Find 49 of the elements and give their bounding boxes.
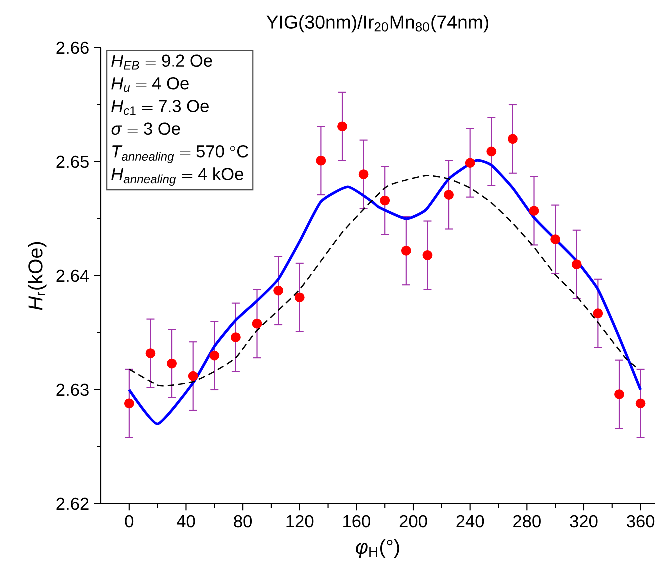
point xyxy=(444,190,454,200)
point xyxy=(550,234,561,244)
point xyxy=(614,390,624,400)
point xyxy=(380,196,390,206)
point xyxy=(231,332,241,342)
x-tick-label: 40 xyxy=(176,515,196,528)
point xyxy=(338,122,348,132)
point xyxy=(210,350,220,361)
x-tick-label: 120 xyxy=(286,515,314,528)
point xyxy=(572,260,582,270)
x-tick-label: 320 xyxy=(570,515,598,528)
x-tick-label: 160 xyxy=(344,515,370,528)
y-tick-label: 2.63 xyxy=(56,384,89,396)
point xyxy=(422,250,433,260)
y-tick-label: 2.64 xyxy=(56,270,90,282)
y-tick-label: 2.65 xyxy=(56,156,89,168)
point xyxy=(316,156,326,166)
annotation: $H_{annealing} = 4\ \mathrm{kOe}$ xyxy=(112,168,244,186)
y-tick-label: 2.66 xyxy=(56,42,89,54)
point xyxy=(636,398,646,409)
point xyxy=(593,308,604,319)
point xyxy=(529,206,540,216)
x-tick-label: 200 xyxy=(400,515,428,528)
chart-title: YIG(30nm)/Ir$_{20}$Mn$_{80}$(74nm) xyxy=(266,15,488,33)
point xyxy=(486,146,497,157)
point xyxy=(294,292,305,303)
point xyxy=(401,246,412,256)
annotation: $\sigma = 3\ \mathrm{Oe}$ xyxy=(112,122,180,136)
point xyxy=(252,318,262,329)
x-tick-label: 0 xyxy=(125,515,134,528)
x-tick-label: 360 xyxy=(627,515,655,528)
annotation: $H_{EB} = 9.2\ \mathrm{Oe}$ xyxy=(112,54,212,70)
x-tick-label: 280 xyxy=(514,515,541,528)
point xyxy=(508,134,518,144)
annotation: $H_{c1} = 7.3\ \mathrm{Oe}$ xyxy=(112,100,209,116)
point xyxy=(124,398,134,409)
x-tick-label: 80 xyxy=(234,515,252,528)
point xyxy=(188,371,198,382)
point xyxy=(146,348,156,358)
point xyxy=(465,158,476,168)
point xyxy=(274,286,284,296)
annotation: $H_{u} = 4\ \mathrm{Oe}$ xyxy=(112,77,189,92)
y-tick-label: 2.62 xyxy=(56,498,89,510)
y-axis-title: H$_{r}$(kOe) xyxy=(28,242,47,310)
point xyxy=(358,170,369,180)
annotation: $T_{annealing} = 570\ {}^{\circ}\mathrm{C}$ xyxy=(112,145,248,164)
x-axis-title: φ$_{H}$(°) xyxy=(356,539,400,558)
x-tick-label: 240 xyxy=(456,515,484,528)
point xyxy=(167,358,177,369)
